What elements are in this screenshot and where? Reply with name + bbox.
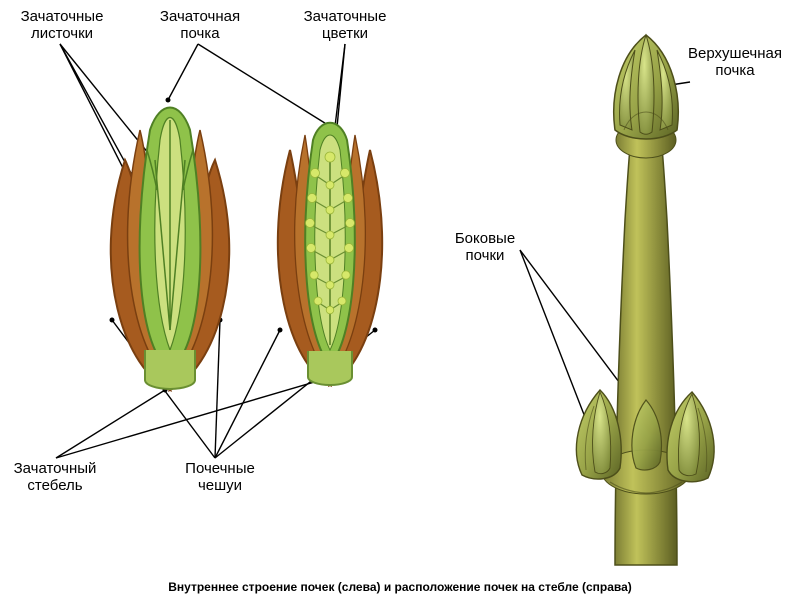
stem (615, 130, 677, 565)
diagram-leaf-bud (95, 70, 245, 400)
caption: Внутреннее строение почек (слева) и расп… (0, 580, 800, 594)
branch-illustration (560, 20, 730, 565)
diagram-flower-bud (265, 105, 395, 395)
lateral-bud-left (576, 390, 621, 479)
apical-bud-shape (614, 35, 678, 139)
